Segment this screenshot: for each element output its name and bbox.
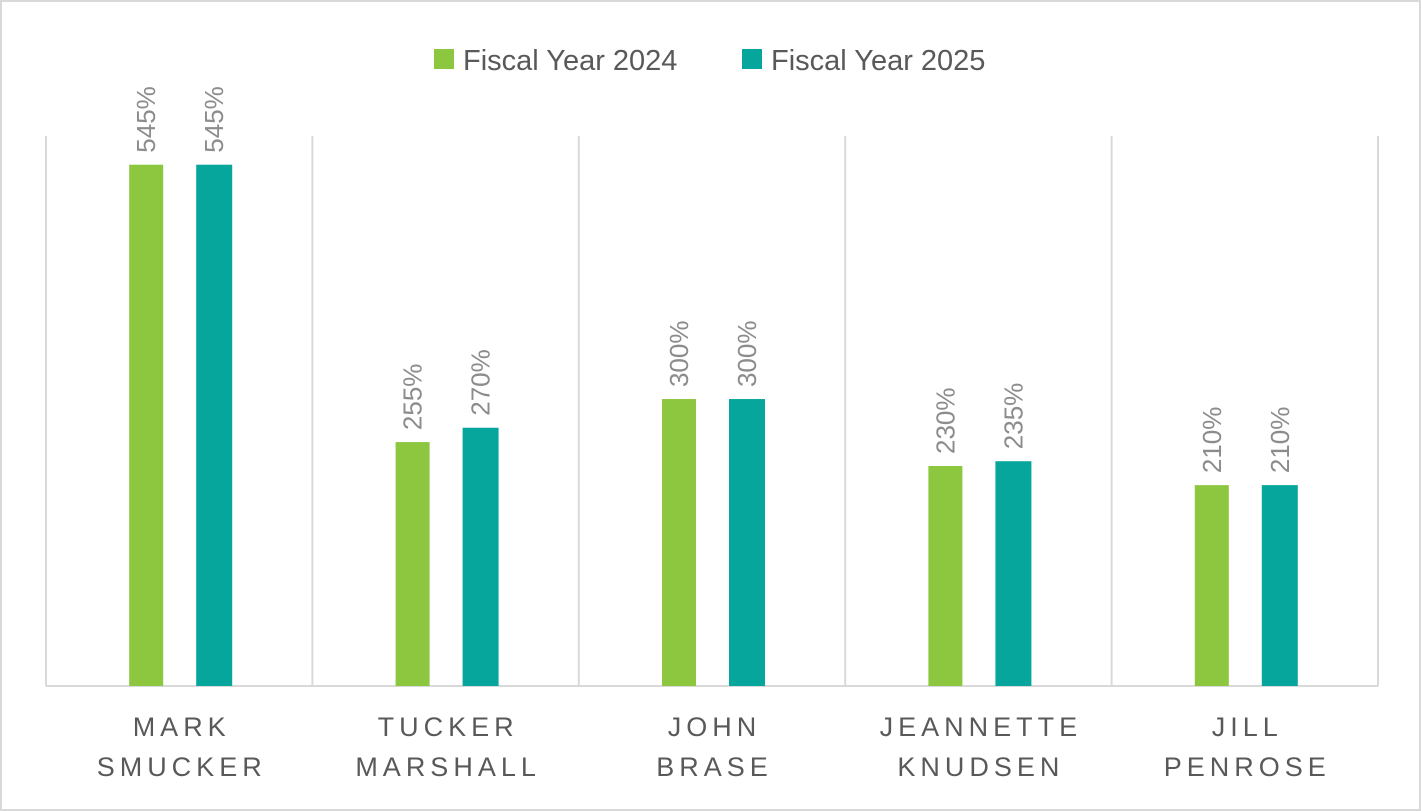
- category-label: SMUCKER: [97, 752, 267, 782]
- bar: [1194, 485, 1229, 686]
- category-label: PENROSE: [1164, 752, 1331, 782]
- legend-swatch: [434, 49, 454, 69]
- category-label: TUCKER: [378, 712, 519, 742]
- category-label: BRASE: [656, 752, 773, 782]
- bar: [196, 164, 233, 686]
- legend-swatch: [742, 49, 762, 69]
- bar: [395, 442, 430, 686]
- data-labels: 545% 545% 255% 270% 300% 300% 230% 235% 210% 210%: [131, 86, 1295, 473]
- bar: [662, 399, 696, 686]
- data-label: 545%: [199, 86, 229, 153]
- grid-lines: [45, 136, 1379, 687]
- category-label: MARK: [133, 712, 231, 742]
- bar: [995, 461, 1032, 686]
- category-label: JOHN: [668, 712, 762, 742]
- category-label: JEANNETTE: [880, 712, 1083, 742]
- bar: [129, 164, 164, 686]
- legend-label: Fiscal Year 2025: [771, 45, 985, 77]
- data-label: 230%: [930, 388, 960, 455]
- category-label: JILL: [1212, 712, 1283, 742]
- legend: Fiscal Year 2024 Fiscal Year 2025: [434, 45, 985, 77]
- data-label: 210%: [1197, 407, 1227, 474]
- bar: [729, 399, 765, 686]
- bar: [928, 466, 963, 686]
- data-label: 255%: [398, 364, 428, 431]
- category-label: MARSHALL: [355, 752, 541, 782]
- category-axis-labels: MARK SMUCKER TUCKER MARSHALL JOHN BRASE JEANNE…: [97, 712, 1331, 782]
- bars: [129, 164, 1298, 686]
- data-label: 300%: [732, 321, 762, 388]
- data-label: 270%: [466, 349, 496, 415]
- bar: [1261, 485, 1298, 686]
- data-label: 545%: [131, 86, 161, 153]
- legend-label: Fiscal Year 2024: [463, 45, 677, 77]
- data-label: 300%: [664, 321, 694, 388]
- category-label: KNUDSEN: [897, 752, 1064, 782]
- data-label: 210%: [1265, 407, 1295, 474]
- data-label: 235%: [998, 383, 1028, 450]
- bar: [462, 427, 499, 686]
